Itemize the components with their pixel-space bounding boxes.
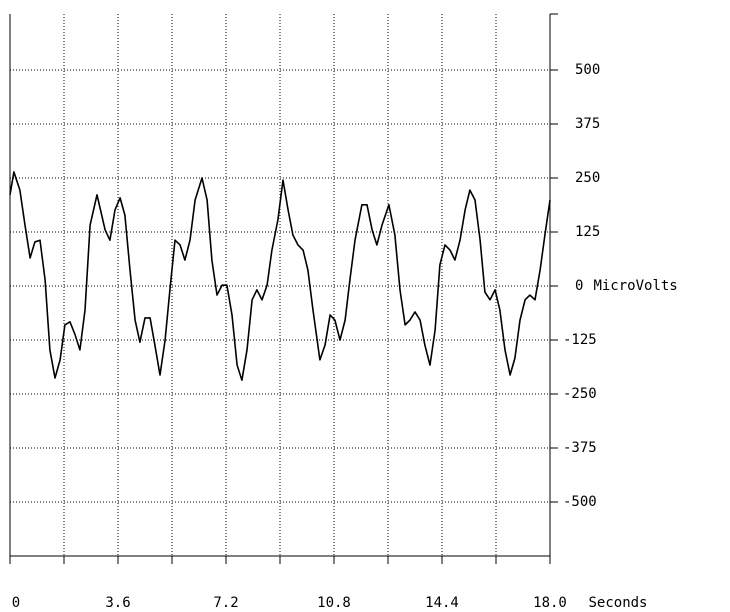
y-tick-label: -250 <box>563 386 597 402</box>
signal-line <box>9 171 551 381</box>
y-tick-label: 250 <box>575 170 600 186</box>
y-tick-label: 0 <box>575 278 583 294</box>
x-tick-label: 18.0 <box>533 595 567 611</box>
y-tick-label: -500 <box>563 494 597 510</box>
x-tick-label: 3.6 <box>105 595 130 611</box>
y-tick-label: -125 <box>563 332 597 348</box>
x-tick-label: 14.4 <box>425 595 459 611</box>
x-tick-label: 7.2 <box>213 595 238 611</box>
x-tick-label: 10.8 <box>317 595 351 611</box>
y-tick-label: 125 <box>575 224 600 240</box>
x-axis-label: Seconds <box>588 595 647 611</box>
x-tick-label: 0 <box>12 595 20 611</box>
y-tick-label: 500 <box>575 62 600 78</box>
y-axis-label: MicroVolts <box>593 278 677 294</box>
y-tick-label: 375 <box>575 116 600 132</box>
y-tick-label: -375 <box>563 440 597 456</box>
